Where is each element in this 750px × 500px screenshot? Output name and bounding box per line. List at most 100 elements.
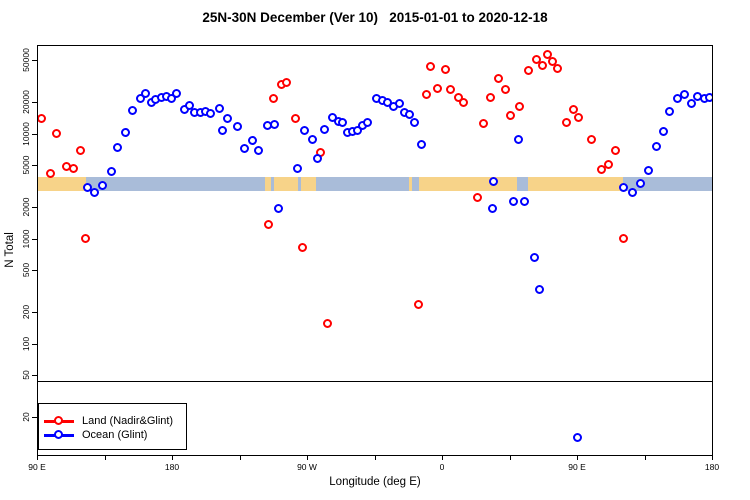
- land-point: [611, 145, 621, 155]
- y-tick: [32, 416, 37, 418]
- x-tick: [104, 455, 106, 460]
- ocean-point: [90, 187, 99, 197]
- ocean-point: [659, 126, 669, 136]
- ocean-point: [573, 432, 582, 442]
- y-axis-title-text: N Total: [4, 232, 16, 268]
- land-point: [473, 192, 483, 202]
- map-band-ocean-segment: [298, 177, 302, 191]
- map-band-ocean-segment: [316, 177, 410, 191]
- ocean-point: [312, 154, 322, 164]
- x-tick: [374, 455, 376, 460]
- legend-label: Land (Nadir&Glint): [82, 415, 174, 427]
- land-point: [264, 220, 273, 230]
- ocean-point: [270, 120, 279, 130]
- ocean-point: [687, 99, 696, 109]
- land-point: [422, 89, 432, 99]
- land-point: [597, 164, 606, 174]
- x-tick: [712, 455, 713, 460]
- legend-marker-circle-icon: [54, 430, 63, 439]
- plot-clip: Land (Nadir&Glint) Ocean (Glint): [38, 46, 712, 455]
- map-band-ocean-segment: [516, 177, 528, 191]
- map-band-land-segment: [301, 177, 317, 191]
- land-point: [45, 169, 55, 179]
- ocean-point: [705, 92, 712, 102]
- land-point: [479, 118, 489, 128]
- ocean-point: [141, 89, 150, 98]
- ocean-point: [627, 187, 637, 197]
- ocean-point: [107, 166, 117, 176]
- y-tick: [32, 133, 37, 135]
- y-tick: [32, 60, 37, 62]
- ocean-point: [417, 140, 426, 150]
- x-tick: [442, 455, 443, 460]
- x-tick-label: 0: [439, 462, 445, 472]
- land-point: [543, 50, 552, 60]
- x-tick-label: 90 W: [297, 462, 317, 472]
- map-band-ocean-segment: [271, 177, 275, 191]
- ocean-point: [254, 145, 264, 155]
- legend-label: Ocean (Glint): [82, 429, 148, 441]
- land-point: [506, 111, 516, 120]
- ocean-point: [405, 110, 414, 120]
- ocean-point: [308, 134, 318, 144]
- ocean-point: [206, 108, 216, 118]
- land-point: [515, 101, 525, 111]
- land-point: [537, 61, 547, 70]
- land-point: [282, 78, 291, 88]
- legend: Land (Nadir&Glint) Ocean (Glint): [38, 403, 187, 450]
- map-band-land-segment: [274, 177, 299, 191]
- map-band-land-segment: [38, 177, 86, 191]
- ocean-point: [113, 143, 123, 153]
- land-point: [453, 92, 463, 102]
- ocean-point: [215, 103, 225, 113]
- ocean-point: [320, 125, 330, 135]
- land-point: [486, 92, 495, 102]
- land-point: [587, 134, 597, 144]
- ocean-point: [120, 128, 130, 138]
- land-point: [561, 117, 571, 127]
- ocean-point: [488, 204, 498, 214]
- map-band-land-segment: [409, 177, 413, 191]
- ocean-point: [534, 285, 544, 295]
- x-tick: [577, 455, 578, 460]
- map-band-land-segment: [527, 177, 623, 191]
- ocean-point: [489, 177, 498, 187]
- x-tick: [509, 455, 511, 460]
- land-point: [69, 163, 78, 173]
- land-point: [51, 129, 61, 139]
- ocean-point: [530, 252, 540, 262]
- ocean-point: [293, 163, 303, 173]
- ocean-point: [185, 100, 195, 110]
- ocean-point: [222, 113, 232, 123]
- ocean-point: [519, 196, 529, 206]
- plot-area: Land (Nadir&Glint) Ocean (Glint): [37, 45, 713, 456]
- ocean-point: [128, 106, 138, 116]
- threshold-line: [38, 380, 712, 382]
- ocean-point: [363, 117, 372, 127]
- land-point: [603, 160, 613, 170]
- ocean-point: [665, 106, 675, 116]
- x-tick-label: 90 E: [28, 462, 46, 472]
- ocean-point: [410, 117, 420, 127]
- ocean-point: [513, 134, 523, 144]
- chart-title: 25N-30N December (Ver 10) 2015-01-01 to …: [202, 10, 548, 25]
- x-axis-title: Longitude (deg E): [329, 476, 421, 488]
- y-tick: [32, 375, 37, 377]
- map-band-ocean-segment: [623, 177, 712, 191]
- land-point: [432, 84, 442, 94]
- map-band-land-segment: [265, 177, 272, 191]
- land-point: [75, 145, 85, 155]
- land-point: [618, 234, 628, 244]
- land-point: [323, 318, 333, 328]
- legend-item: Ocean (Glint): [44, 429, 184, 443]
- legend-item: Land (Nadir&Glint): [44, 415, 184, 429]
- y-tick: [32, 206, 37, 208]
- map-band-ocean-segment: [412, 177, 419, 191]
- y-tick: [32, 101, 37, 103]
- land-point: [291, 113, 300, 123]
- land-point: [459, 97, 468, 107]
- y-tick: [32, 270, 37, 272]
- land-point: [426, 62, 435, 72]
- land-point: [494, 73, 504, 83]
